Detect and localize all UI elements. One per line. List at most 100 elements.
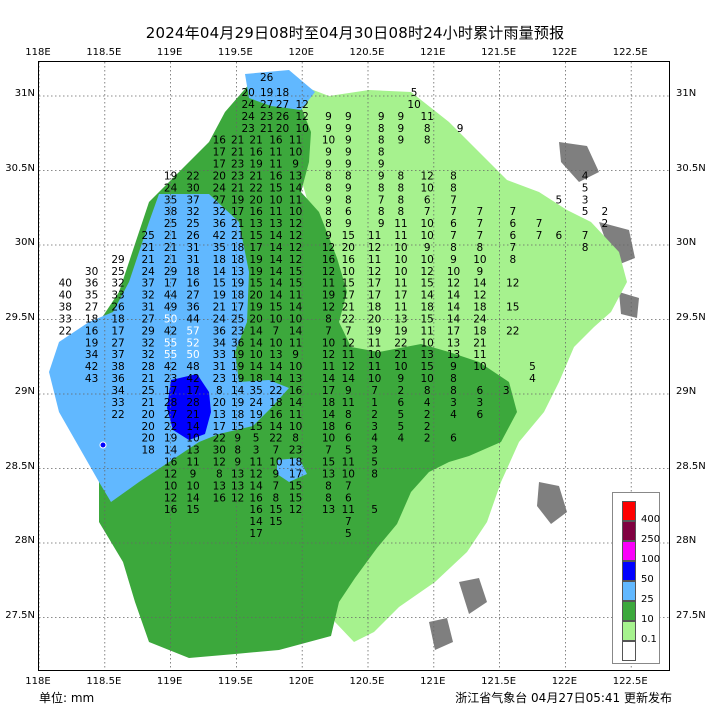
station-value: 18 [231, 409, 244, 421]
station-value: 8 [450, 373, 457, 385]
station-value: 14 [186, 492, 200, 504]
tick-label: 27.5N [5, 609, 35, 621]
station-value: 10 [447, 266, 460, 278]
station-value: 9 [477, 266, 484, 278]
station-value: 14 [289, 325, 303, 337]
station-value: 48 [186, 361, 199, 373]
station-value: 5 [582, 182, 589, 194]
station-value: 23 [164, 373, 177, 385]
station-value: 14 [342, 373, 356, 385]
station-value: 12 [322, 242, 335, 254]
tick-label: 118.5E [86, 47, 122, 58]
station-value: 14 [269, 361, 283, 373]
tick-label: 29.5N [676, 311, 706, 323]
station-value: 8 [292, 433, 299, 445]
station-value: 9 [345, 159, 352, 171]
station-value: 8 [378, 182, 385, 194]
station-value: 13 [447, 349, 460, 361]
station-value: 8 [450, 170, 457, 182]
station-value: 11 [289, 337, 302, 349]
station-value: 9 [190, 468, 197, 480]
station-value: 9 [398, 135, 405, 147]
rainfall-map[interactable]: 26 20 19 18 5 24 27 27 12 10 24 23 26 12 9 9 9 9 11 23 21 20 1… [38, 61, 670, 671]
tick-label: 119E [156, 676, 183, 687]
station-value: 20 [213, 170, 226, 182]
station-value: 18 [111, 314, 124, 326]
station-value: 21 [164, 254, 177, 266]
station-value: 8 [509, 254, 516, 266]
station-value: 7 [450, 194, 457, 206]
station-value: 22 [111, 409, 124, 421]
unit-label: 单位: mm [39, 691, 95, 705]
station-value: 24 [249, 397, 263, 409]
tick-label: 120E [288, 47, 314, 58]
station-value: 5 [253, 433, 260, 445]
legend-label: 0.1 [641, 634, 657, 645]
station-value: 15 [249, 421, 262, 433]
station-value: 12 [289, 254, 302, 266]
station-value: 18 [322, 397, 335, 409]
station-value: 3 [253, 445, 260, 457]
station-value: 27 [260, 99, 273, 111]
station-value: 16 [269, 135, 283, 147]
station-value: 7 [273, 445, 280, 457]
station-value: 11 [394, 278, 407, 290]
station-value: 9 [325, 147, 332, 159]
station-value: 8 [216, 468, 223, 480]
legend-swatch [622, 621, 636, 641]
station-value: 10 [421, 218, 434, 230]
station-value: 57 [186, 325, 199, 337]
station-value: 35 [164, 194, 177, 206]
station-value: 38 [59, 302, 72, 314]
station-value: 9 [273, 468, 280, 480]
station-value: 32 [142, 290, 155, 302]
station-value: 12 [289, 242, 302, 254]
station-value: 10 [322, 433, 335, 445]
station-value: 10 [269, 457, 282, 469]
station-value: 9 [325, 159, 332, 171]
station-value: 5 [529, 361, 536, 373]
station-value: 13 [447, 337, 460, 349]
station-value: 32 [186, 206, 199, 218]
station-value: 10 [249, 349, 262, 361]
station-value: 13 [322, 504, 335, 516]
station-value: 16 [269, 409, 283, 421]
station-value: 14 [289, 302, 303, 314]
station-value: 26 [260, 72, 274, 84]
tick-label: 120.5E [349, 47, 385, 58]
station-value: 33 [59, 314, 72, 326]
station-value: 21 [249, 135, 262, 147]
station-value: 14 [269, 242, 283, 254]
station-value: 11 [368, 361, 381, 373]
station-value: 8 [325, 480, 332, 492]
station-value: 13 [231, 468, 244, 480]
station-value: 8 [450, 385, 457, 397]
station-value: 36 [85, 278, 99, 290]
station-value: 11 [342, 349, 355, 361]
station-value: 19 [249, 266, 262, 278]
station-value: 12 [164, 468, 177, 480]
station-value: 14 [447, 302, 461, 314]
station-value: 6 [398, 397, 405, 409]
station-value: 18 [142, 445, 155, 457]
station-value: 17 [342, 290, 355, 302]
station-value: 17 [231, 302, 244, 314]
legend-label: 400 [641, 514, 661, 525]
station-value: 13 [213, 480, 226, 492]
station-value: 9 [424, 242, 431, 254]
island-shape [559, 142, 599, 182]
station-value: 9 [234, 457, 241, 469]
station-value: 20 [276, 123, 289, 135]
station-value: 22 [186, 170, 199, 182]
tick-label: 122.5E [612, 47, 648, 58]
station-value: 12 [164, 492, 177, 504]
station-value: 32 [111, 278, 124, 290]
station-value: 19 [249, 254, 262, 266]
station-value: 9 [345, 385, 352, 397]
station-value: 2 [424, 409, 431, 421]
station-value: 15 [342, 230, 355, 242]
station-value: 14 [269, 290, 283, 302]
station-value: 15 [269, 182, 282, 194]
zone-25-to-50mm-north [245, 70, 315, 110]
station-value: 13 [231, 480, 244, 492]
